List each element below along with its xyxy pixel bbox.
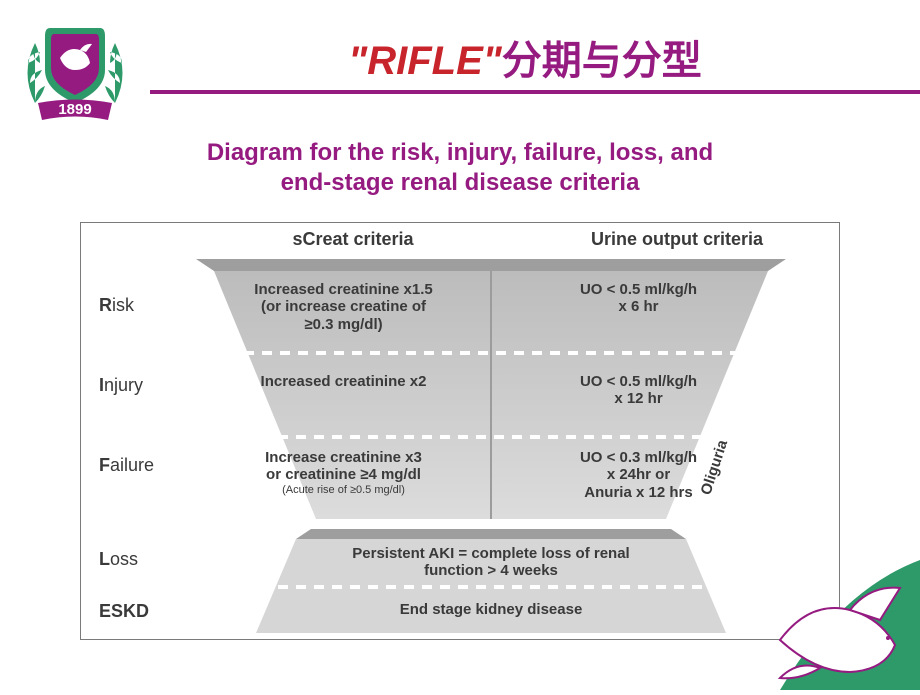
slide-subtitle: Diagram for the risk, injury, failure, l…	[60, 138, 860, 198]
loss-text: Persistent AKI = complete loss of renalf…	[256, 545, 726, 580]
slide-title: "RIFLE"分期与分型	[150, 28, 900, 86]
corner-decoration	[720, 530, 920, 690]
outcome-block: Persistent AKI = complete loss of renalf…	[256, 529, 726, 633]
subtitle-line2: end-stage renal disease criteria	[281, 169, 640, 196]
risk-uo: UO < 0.5 ml/kg/hx 6 hr	[491, 281, 786, 333]
logo-svg: 1899	[10, 8, 140, 138]
institution-logo: 1899	[10, 8, 140, 138]
column-headers: sCreat criteria Urine output criteria	[81, 229, 839, 250]
risk-row: Increased creatinine x1.5(or increase cr…	[196, 281, 786, 333]
title-chinese-part: 分期与分型	[502, 39, 702, 83]
subtitle-line1: Diagram for the risk, injury, failure, l…	[207, 139, 713, 166]
funnel-shape: Increased creatinine x1.5(or increase cr…	[196, 259, 786, 519]
title-english-part: "RIFLE"	[348, 39, 501, 83]
failure-uo: UO < 0.3 ml/kg/hx 24hr orAnuria x 12 hrs	[491, 449, 786, 501]
failure-screat: Increase creatinine x3or creatinine ≥4 m…	[196, 449, 491, 501]
row-label-eskd: ESKD	[99, 601, 149, 622]
title-underline	[150, 90, 920, 94]
row-label-loss: Loss	[99, 549, 138, 570]
screat-header: sCreat criteria	[191, 229, 515, 250]
eskd-text: End stage kidney disease	[256, 601, 726, 618]
funnel-text-layer: Increased creatinine x1.5(or increase cr…	[196, 259, 786, 519]
row-label-injury: Injury	[99, 375, 143, 396]
risk-screat: Increased creatinine x1.5(or increase cr…	[196, 281, 491, 333]
row-label-risk: Risk	[99, 295, 134, 316]
failure-row: Increase creatinine x3or creatinine ≥4 m…	[196, 449, 786, 501]
injury-row: Increased creatinine x2 UO < 0.5 ml/kg/h…	[196, 373, 786, 408]
logo-year: 1899	[58, 101, 91, 118]
injury-uo: UO < 0.5 ml/kg/hx 12 hr	[491, 373, 786, 408]
injury-screat: Increased creatinine x2	[196, 373, 491, 408]
row-label-failure: Failure	[99, 455, 154, 476]
urine-output-header: Urine output criteria	[515, 229, 839, 250]
